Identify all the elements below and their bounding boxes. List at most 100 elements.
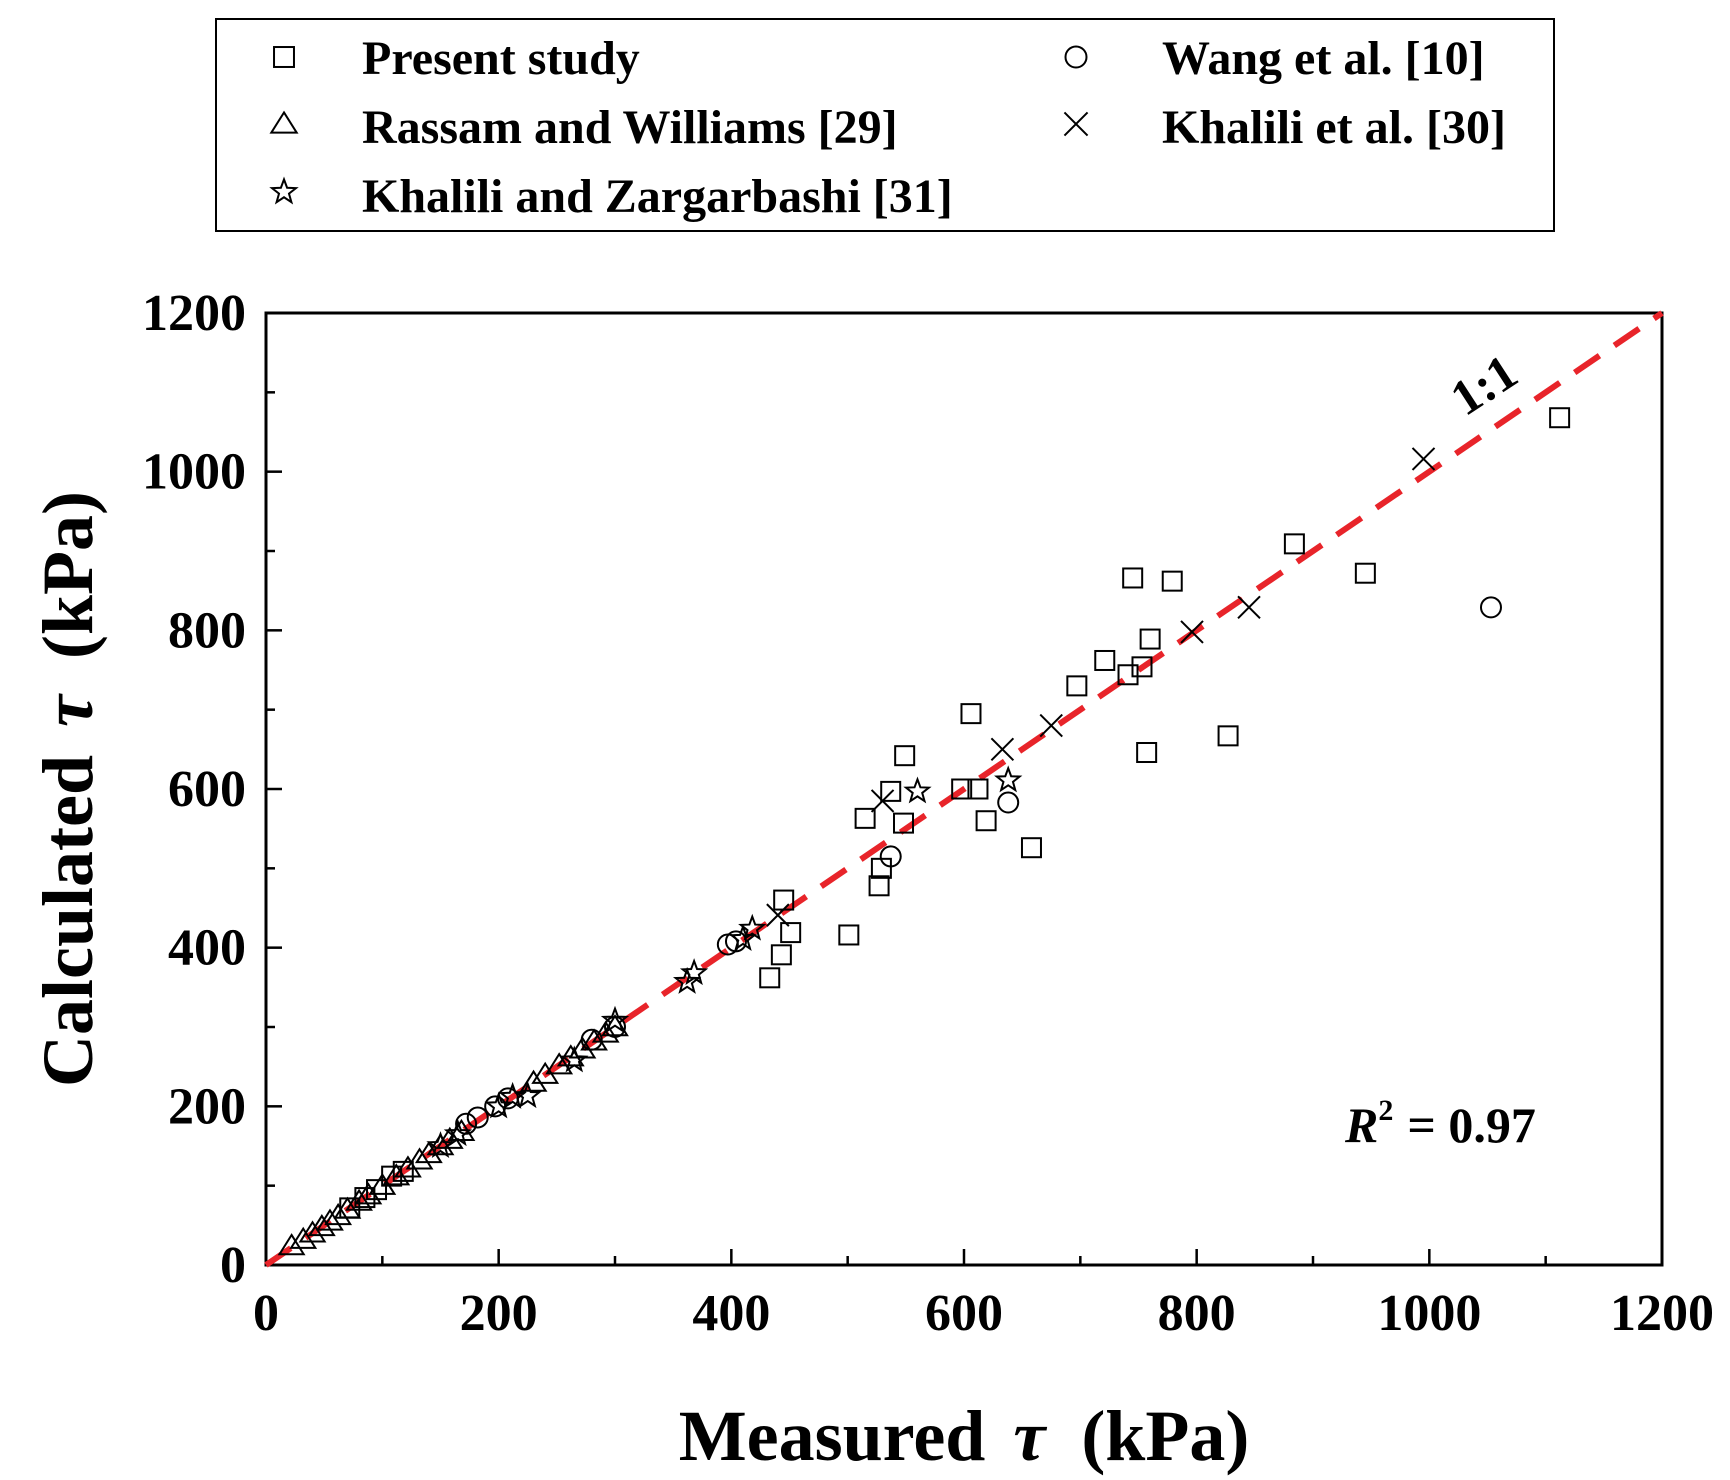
x-axis-title: Measured τ (kPa) xyxy=(679,1396,1250,1476)
point-square xyxy=(1549,407,1571,429)
legend-marker-square xyxy=(273,46,295,68)
point-triangle xyxy=(277,1233,306,1256)
point-triangle xyxy=(307,1214,336,1237)
point-triangle xyxy=(426,1133,455,1156)
point-square xyxy=(1122,567,1144,589)
x-tick-label: 400 xyxy=(692,1285,770,1342)
point-triangle xyxy=(580,1028,608,1051)
legend-label-present-study: Present study xyxy=(362,32,640,85)
point-square xyxy=(854,807,876,829)
y-axis-title-prefix: Calculated xyxy=(28,755,108,1087)
point-square xyxy=(1117,664,1139,686)
point-star xyxy=(443,1119,473,1147)
point-circle xyxy=(879,845,902,868)
point-triangle xyxy=(324,1202,353,1226)
point-square xyxy=(893,812,915,834)
point-triangle xyxy=(298,1220,327,1243)
data-points xyxy=(277,407,1571,1256)
x-axis-title-unit: (kPa) xyxy=(1081,1396,1249,1476)
x-tick-label: 0 xyxy=(253,1285,279,1342)
point-star xyxy=(738,913,767,941)
legend-marker-star xyxy=(269,176,299,205)
point-circle xyxy=(1479,596,1502,619)
point-square xyxy=(1139,628,1161,650)
point-square xyxy=(392,1160,414,1182)
x-axis-title-symbol: τ xyxy=(1013,1396,1047,1476)
point-star xyxy=(679,958,709,986)
point-triangle xyxy=(345,1188,373,1211)
point-square xyxy=(1217,725,1239,747)
x-tick-label: 1000 xyxy=(1377,1285,1481,1342)
point-square xyxy=(1161,570,1183,592)
point-square xyxy=(1283,533,1305,555)
point-star xyxy=(903,776,932,804)
point-cross xyxy=(990,737,1015,762)
point-square xyxy=(1020,837,1042,859)
point-triangle xyxy=(289,1226,318,1249)
legend-marker-rassam xyxy=(269,110,299,134)
point-cross xyxy=(766,903,790,927)
y-tick-label: 600 xyxy=(168,761,246,818)
point-star xyxy=(600,1005,630,1033)
point-square xyxy=(1136,742,1158,764)
r-squared-annotation: R2 = 0.97 xyxy=(1344,1094,1536,1153)
legend-marker-triangle xyxy=(269,110,299,134)
legend-box xyxy=(215,18,1555,232)
y-tick-label: 1000 xyxy=(142,444,246,501)
y-axis-title-unit: (kPa) xyxy=(28,491,108,659)
point-square xyxy=(975,810,997,832)
x-tick-labels: 0 200 400 600 800 1000 1200 xyxy=(253,1285,1714,1342)
legend-label-wang: Wang et al. [10] xyxy=(1162,32,1485,85)
point-square xyxy=(967,778,989,800)
point-square xyxy=(1131,656,1153,678)
point-square xyxy=(951,778,973,800)
reference-line-1-1 xyxy=(264,310,1664,1268)
point-cross xyxy=(870,789,895,813)
legend-marker-khalili xyxy=(1063,111,1089,137)
point-star xyxy=(994,765,1023,793)
point-triangle xyxy=(333,1196,362,1219)
point-square xyxy=(1354,562,1376,584)
x-axis-title-prefix: Measured xyxy=(679,1396,986,1476)
y-tick-label: 200 xyxy=(168,1078,246,1135)
point-square xyxy=(770,944,792,966)
point-square xyxy=(1066,675,1088,697)
point-square xyxy=(868,875,890,897)
point-square xyxy=(894,745,916,767)
point-triangle xyxy=(435,1126,464,1149)
r-squared-value: = 0.97 xyxy=(1407,1097,1536,1153)
y-axis-title-symbol: τ xyxy=(28,693,108,727)
y-tick-label: 400 xyxy=(168,920,246,977)
point-cross xyxy=(1237,595,1261,620)
y-tick-label: 1200 xyxy=(142,285,246,342)
point-triangle xyxy=(382,1163,411,1186)
point-square xyxy=(1094,649,1116,671)
point-square xyxy=(880,780,902,802)
point-circle xyxy=(724,930,747,953)
point-triangle xyxy=(316,1208,344,1231)
point-cross xyxy=(1180,620,1204,644)
x-tick-label: 600 xyxy=(925,1285,1003,1342)
r-symbol: R xyxy=(1344,1097,1378,1153)
point-square xyxy=(759,967,781,989)
legend: Present study Wang et al. [10] Rassam an… xyxy=(215,18,1555,232)
point-triangle xyxy=(405,1147,434,1170)
legend-label-khalili: Khalili et al. [30] xyxy=(1162,101,1506,154)
x-tick-label: 1200 xyxy=(1610,1285,1714,1342)
point-cross xyxy=(1411,447,1436,471)
point-triangle xyxy=(545,1052,574,1075)
legend-marker-wang xyxy=(1064,45,1088,69)
point-square xyxy=(366,1179,388,1201)
r-superscript: 2 xyxy=(1378,1094,1393,1127)
legend-marker-cross xyxy=(1063,111,1089,137)
y-tick-label: 800 xyxy=(168,602,246,659)
point-star xyxy=(426,1131,455,1159)
y-tick-label: 0 xyxy=(220,1237,246,1294)
point-circle xyxy=(997,791,1020,814)
point-triangle xyxy=(519,1069,548,1092)
point-square xyxy=(838,924,860,946)
y-axis-title: Calculated τ (kPa) xyxy=(28,491,108,1087)
y-tick-labels: 0 200 400 600 800 1000 1200 xyxy=(142,285,246,1294)
point-cross xyxy=(1039,713,1063,738)
